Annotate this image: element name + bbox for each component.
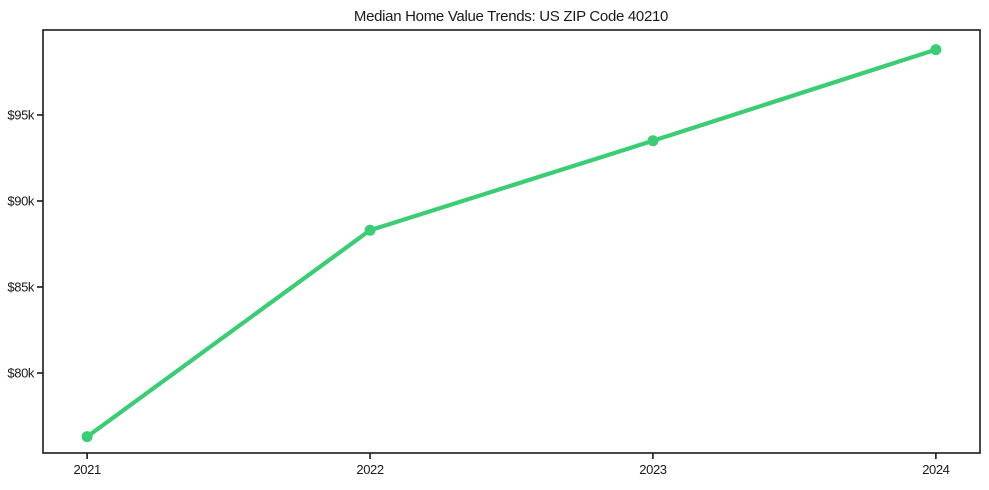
- y-tick-label: $90k: [7, 193, 34, 208]
- y-tick-label: $95k: [7, 107, 34, 122]
- data-point-marker: [647, 135, 659, 147]
- x-tick-label: 2023: [639, 462, 666, 477]
- data-point-marker: [81, 431, 93, 443]
- chart-title: Median Home Value Trends: US ZIP Code 40…: [354, 8, 668, 25]
- data-point-marker: [364, 224, 376, 236]
- plot-area: $80k $85k $90k $95k 2021 2022 2023 2024: [7, 29, 981, 477]
- trend-line: [85, 47, 938, 439]
- x-tick-label: 2022: [356, 462, 383, 477]
- x-tick-label: 2024: [922, 462, 949, 477]
- x-tick-label: 2021: [73, 462, 100, 477]
- y-tick-label: $85k: [7, 279, 34, 294]
- data-point-marker: [930, 44, 942, 56]
- plot-border: [42, 29, 981, 454]
- y-tick-label: $80k: [7, 366, 34, 381]
